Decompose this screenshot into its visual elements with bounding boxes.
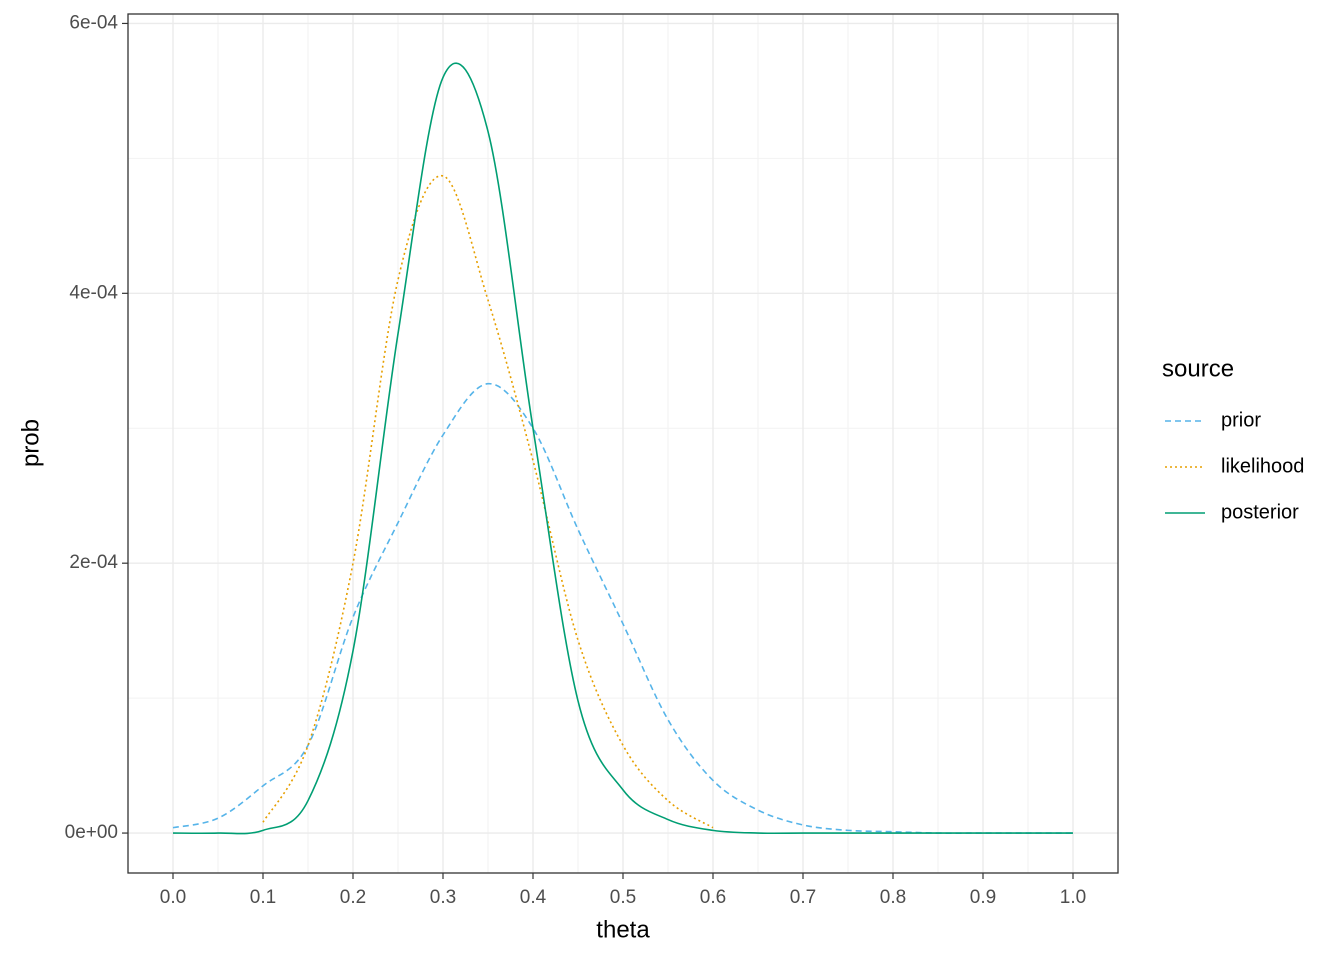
panel-border: [127, 13, 1119, 874]
legend-label: likelihood: [1221, 455, 1304, 477]
x-tick-label: 0.8: [880, 887, 906, 908]
x-tick-label: 0.5: [610, 887, 636, 908]
x-tick-label: 1.0: [1060, 887, 1086, 908]
x-tick-label: 0.1: [250, 887, 276, 908]
y-tick-label: 6e-04: [69, 12, 118, 33]
series-line: [172, 62, 1073, 835]
y-tick-label: 2e-04: [69, 552, 118, 573]
y-tick-label: 0e+00: [65, 822, 118, 843]
x-tick-label: 0.0: [160, 887, 186, 908]
series-line: [172, 382, 1073, 834]
legend-label: prior: [1221, 409, 1261, 431]
y-axis-title: prob: [17, 419, 44, 467]
x-tick-label: 0.2: [340, 887, 366, 908]
legend-label: posterior: [1221, 501, 1299, 523]
x-tick-label: 0.4: [520, 887, 547, 908]
legend-title: source: [1162, 355, 1234, 382]
y-tick-label: 4e-04: [69, 282, 118, 303]
x-tick-label: 0.9: [970, 887, 996, 908]
x-axis-title: theta: [596, 916, 650, 943]
series-line: [262, 175, 714, 829]
x-tick-label: 0.3: [430, 887, 456, 908]
x-tick-label: 0.6: [700, 887, 726, 908]
x-tick-label: 0.7: [790, 887, 816, 908]
